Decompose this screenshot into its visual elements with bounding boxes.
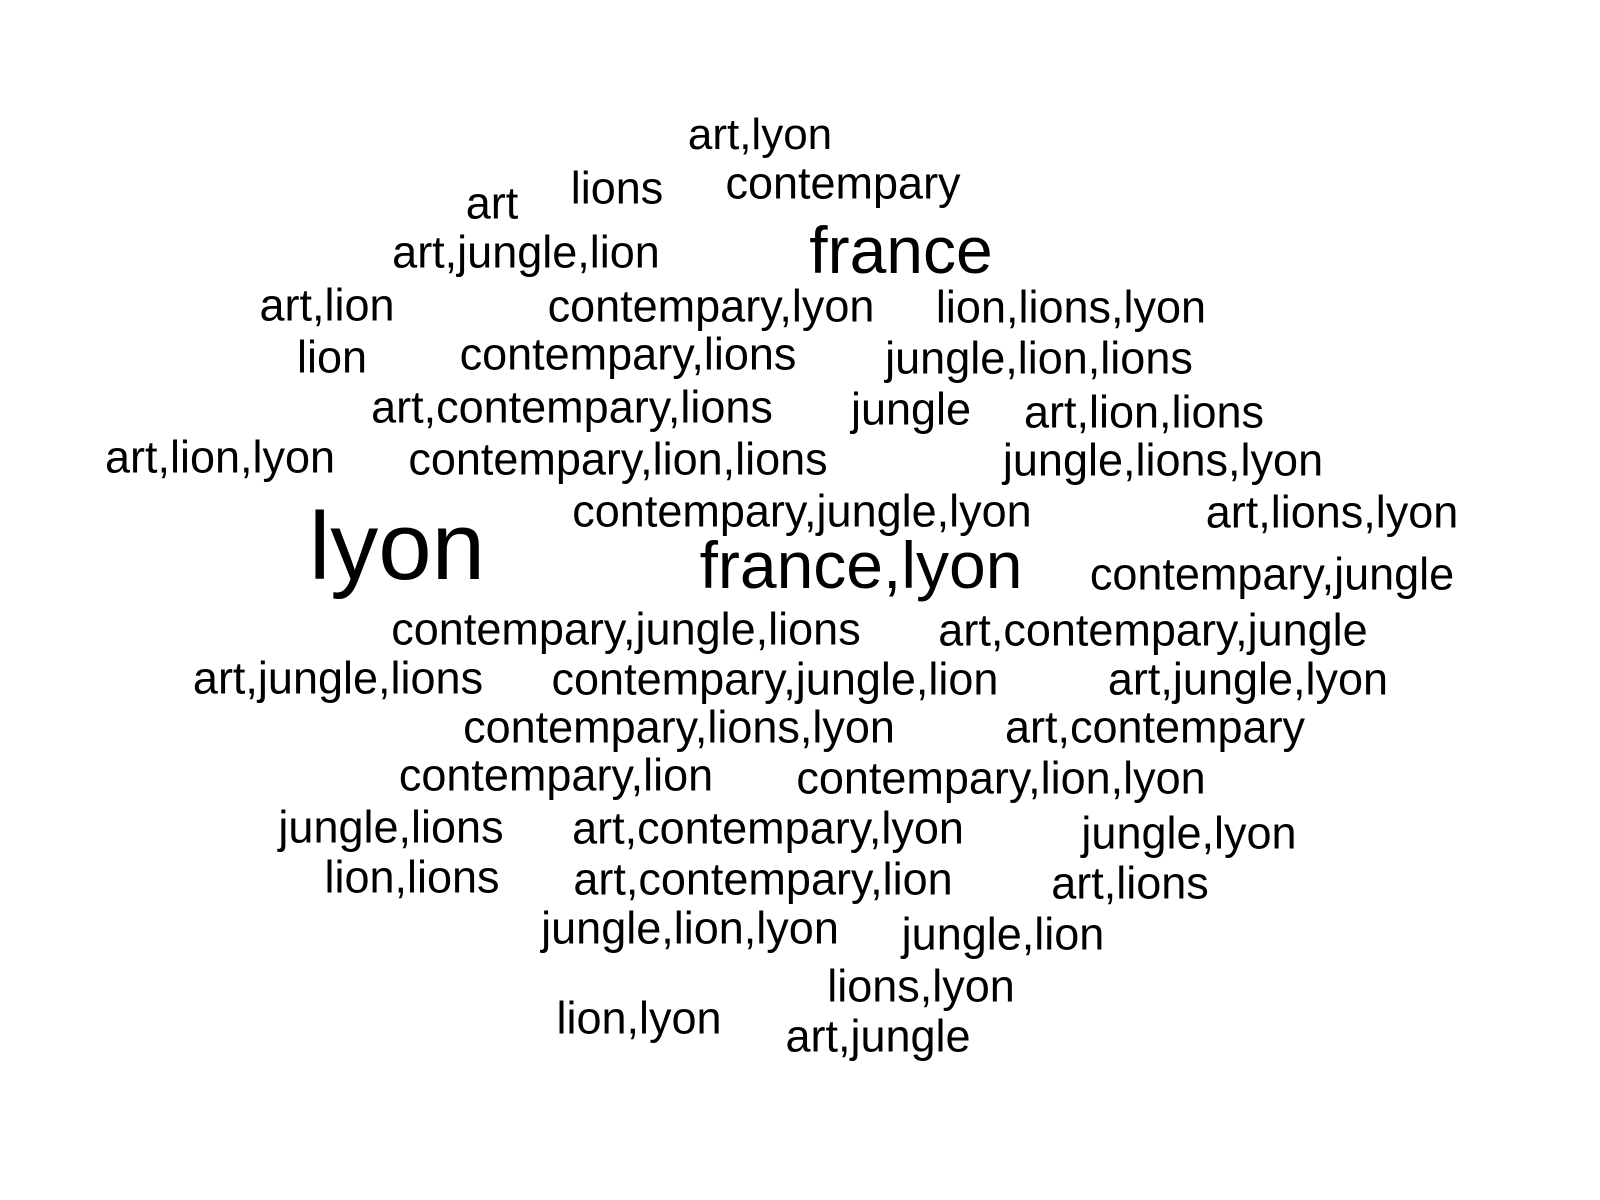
word-lion-lions-lyon: lion,lions,lyon <box>935 281 1207 333</box>
word-art-contempary: art,contempary <box>1004 701 1306 753</box>
word-lyon: lyon <box>308 493 486 600</box>
word-jungle-lions: jungle,lions <box>278 801 504 853</box>
word-art-jungle: art,jungle <box>785 1010 971 1062</box>
word-art-lions-lyon: art,lions,lyon <box>1205 486 1459 538</box>
word-lion-lions: lion,lions <box>324 851 500 903</box>
word-contempary-lion: contempary,lion <box>398 749 714 801</box>
word-contempary-lion-lyon: contempary,lion,lyon <box>796 752 1206 804</box>
word-contempary-lion-lions: contempary,lion,lions <box>408 433 828 485</box>
word-france-lyon: france,lyon <box>699 528 1023 602</box>
word-art-lion: art,lion <box>259 279 395 331</box>
word-art-contempary-jungle: art,contempary,jungle <box>938 604 1368 656</box>
word-jungle-lion-lyon: jungle,lion,lyon <box>541 902 839 954</box>
word-contempary-jungle: contempary,jungle <box>1089 548 1455 600</box>
word-art-jungle-lion: art,jungle,lion <box>392 226 660 278</box>
word-france: france <box>809 213 993 287</box>
word-jungle-lyon: jungle,lyon <box>1081 807 1297 859</box>
word-art-jungle-lions: art,jungle,lions <box>192 652 484 704</box>
word-contempary-jungle-lyon: contempary,jungle,lyon <box>572 485 1032 537</box>
word-jungle-lion: jungle,lion <box>901 908 1105 960</box>
word-lions: lions <box>570 162 664 214</box>
word-jungle-lion-lions: jungle,lion,lions <box>885 332 1193 384</box>
word-art-lyon: art,lyon <box>687 110 833 159</box>
word-art-jungle-lyon: art,jungle,lyon <box>1107 653 1389 705</box>
word-contempary-lions: contempary,lions <box>459 328 797 380</box>
word-art-lion-lions: art,lion,lions <box>1023 386 1265 438</box>
word-art-contempary-lions: art,contempary,lions <box>371 381 773 433</box>
word-contempary-jungle-lion: contempary,jungle,lion <box>551 653 999 705</box>
word-contempary: contempary <box>725 157 961 209</box>
word-art-lions: art,lions <box>1051 857 1209 909</box>
word-art-contempary-lyon: art,contempary,lyon <box>572 802 964 854</box>
word-art: art <box>465 177 519 229</box>
word-lion-lyon: lion,lyon <box>556 992 722 1044</box>
word-lion: lion <box>296 331 368 383</box>
word-contempary-jungle-lions: contempary,jungle,lions <box>391 603 861 655</box>
word-lions-lyon: lions,lyon <box>827 960 1015 1012</box>
word-contempary-lyon: contempary,lyon <box>547 280 875 332</box>
word-art-contempary-lion: art,contempary,lion <box>573 853 953 905</box>
word-jungle: jungle <box>850 383 972 435</box>
word-contempary-lions-lyon: contempary,lions,lyon <box>463 701 895 753</box>
word-art-lion-lyon: art,lion,lyon <box>104 431 336 483</box>
word-jungle-lions-lyon: jungle,lions,lyon <box>1002 434 1324 486</box>
